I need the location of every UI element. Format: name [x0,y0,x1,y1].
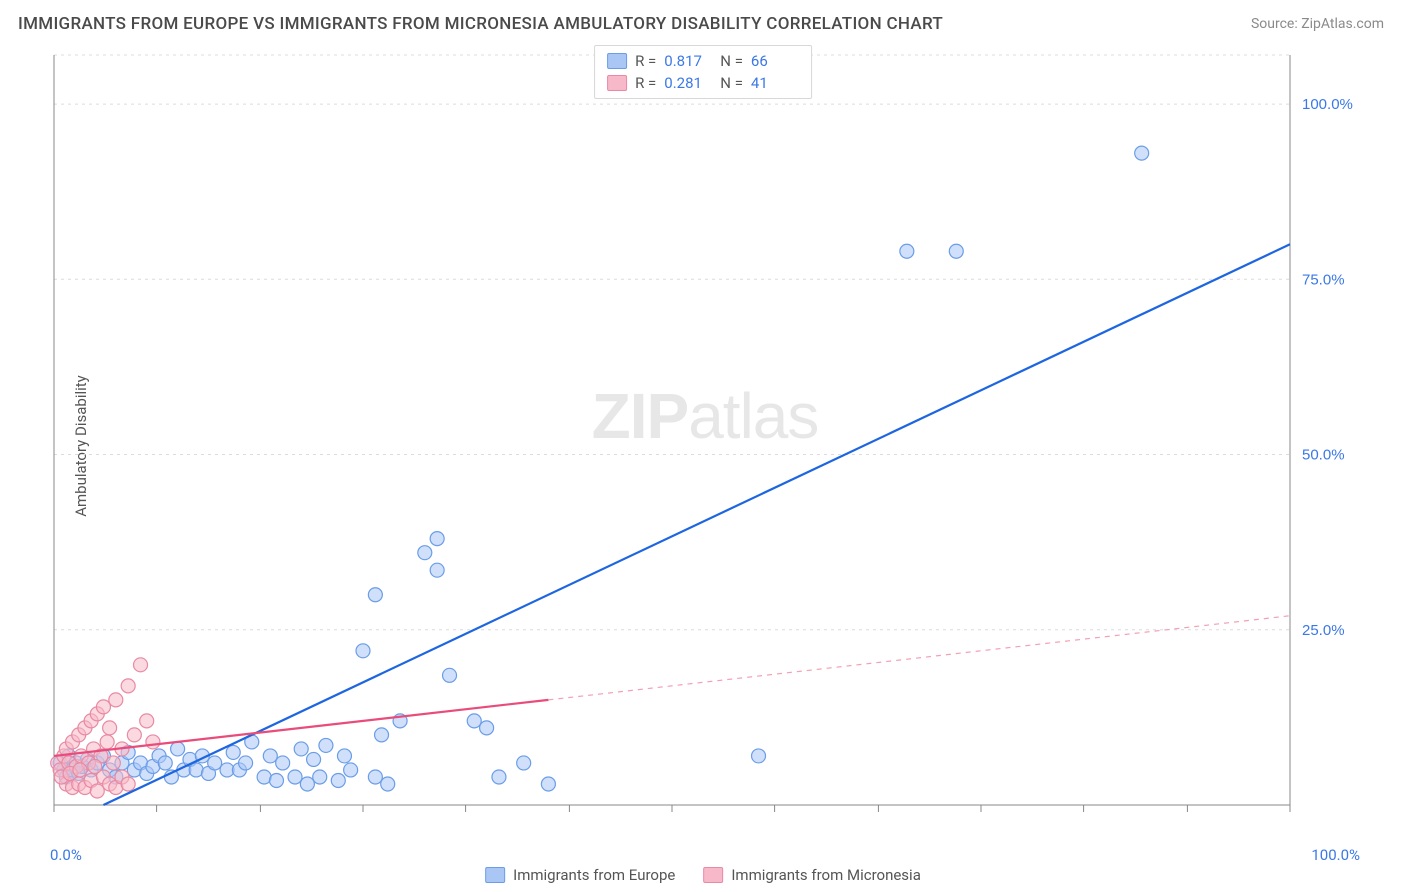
svg-text:100.0%: 100.0% [1302,96,1353,113]
origin-label: 0.0% [50,846,82,864]
r-label: R = [635,74,656,92]
series-legend: Immigrants from Europe Immigrants from Mi… [485,866,921,884]
source-attribution: Source: ZipAtlas.com [1251,16,1384,32]
n-label: N = [720,74,743,92]
legend-row: R = 0.281 N = 41 [607,72,799,94]
legend-swatch [607,75,627,91]
svg-text:50.0%: 50.0% [1302,447,1345,464]
r-value: 0.817 [664,52,712,70]
n-label: N = [720,52,743,70]
correlation-legend: R = 0.817 N = 66 R = 0.281 N = 41 [594,45,812,99]
chart-title: IMMIGRANTS FROM EUROPE VS IMMIGRANTS FRO… [18,14,943,34]
legend-item: Immigrants from Micronesia [703,866,921,884]
x-max-label: 100.0% [1311,846,1360,864]
n-value: 66 [751,52,799,70]
scatter-plot: 25.0%50.0%75.0%100.0% ZIPatlas [50,45,1360,835]
legend-swatch [607,53,627,69]
legend-item: Immigrants from Europe [485,866,675,884]
legend-label: Immigrants from Micronesia [731,866,921,884]
chart-canvas: 25.0% 50.0% 75.0% 100.0% [50,45,1360,835]
svg-text:75.0%: 75.0% [1302,271,1345,288]
r-value: 0.281 [664,74,712,92]
r-label: R = [635,52,656,70]
n-value: 41 [751,74,799,92]
legend-label: Immigrants from Europe [513,866,675,884]
legend-swatch [703,867,723,883]
legend-swatch [485,867,505,883]
legend-row: R = 0.817 N = 66 [607,50,799,72]
svg-text:25.0%: 25.0% [1302,622,1345,639]
